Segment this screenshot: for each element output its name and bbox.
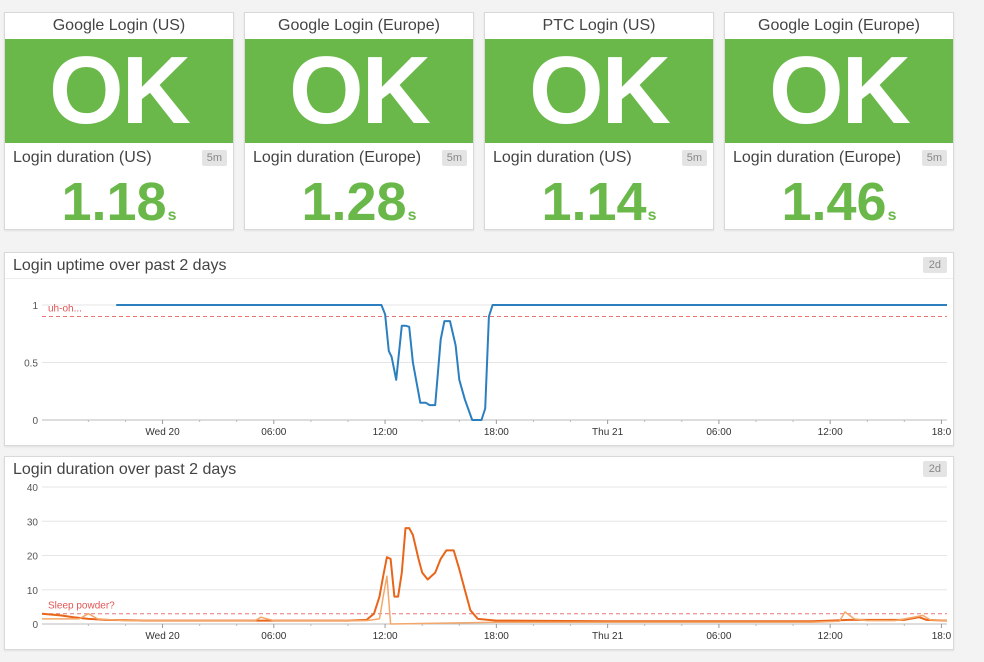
y-tick-label: 1	[32, 301, 38, 312]
y-tick-label: 0.5	[24, 359, 38, 370]
duration-unit: s	[887, 207, 897, 224]
y-tick-label: 20	[27, 552, 39, 563]
status-tile[interactable]: Google Login (Europe) OK Login duration …	[244, 12, 474, 233]
duration-unit: s	[407, 207, 417, 224]
x-tick-label: 06:00	[706, 631, 731, 642]
duration-graph-panel[interactable]: Login duration over past 2 days 2d 0 10 20…	[4, 456, 954, 650]
y-tick-label: 10	[27, 586, 39, 597]
x-tick-label: 18:0	[932, 427, 952, 438]
status-ok: OK	[485, 39, 713, 143]
duration-number: 1.14	[541, 172, 647, 232]
uptime-graph-panel[interactable]: Login uptime over past 2 days 2d 0 0.5 1 We…	[4, 252, 954, 446]
series-line-duration-1	[41, 527, 948, 623]
duration-number: 1.18	[61, 172, 167, 232]
series-line-uptime	[116, 304, 947, 421]
x-tick-label: Thu 21	[592, 631, 624, 642]
graph-divider	[5, 278, 953, 279]
timeframe-badge: 5m	[441, 150, 467, 166]
x-tick-label: 18:0	[932, 631, 952, 642]
x-tick-label: Thu 21	[592, 427, 624, 438]
tile-title: Google Login (Europe)	[758, 17, 920, 34]
marker-label: Sleep powder?	[48, 601, 115, 612]
x-tick-label: 06:00	[706, 427, 731, 438]
duration-unit: s	[167, 207, 177, 224]
graph-title: Login uptime over past 2 days	[13, 257, 227, 274]
status-ok: OK	[245, 39, 473, 143]
timeframe-badge[interactable]: 2d	[922, 461, 947, 477]
x-tick-label: 06:00	[261, 631, 286, 642]
duration-title: Login duration (Europe)	[733, 149, 902, 166]
duration-chart[interactable]: 0 10 20 30 40 Wed 20 06:00 12:00 18:00 Thu 21 06:0…	[5, 457, 955, 651]
status-tile[interactable]: Google Login (Europe) OK Login duration …	[724, 12, 954, 233]
x-tick-label: Wed 20	[145, 427, 180, 438]
duration-value: 1.14s	[485, 171, 713, 233]
y-tick-label: 0	[32, 620, 38, 631]
duration-title: Login duration (Europe)	[253, 149, 422, 166]
duration-number: 1.28	[301, 172, 407, 232]
uptime-chart[interactable]: 0 0.5 1 Wed 20 06:00 12:00 18:00 Thu 21 06:00 12:…	[5, 253, 955, 447]
status-tile[interactable]: Google Login (US) OK Login duration (US)…	[4, 12, 234, 233]
series-line-duration-2	[42, 575, 948, 625]
status-ok: OK	[5, 39, 233, 143]
duration-title: Login duration (US)	[493, 149, 632, 166]
duration-value: 1.28s	[245, 171, 473, 233]
timeframe-badge[interactable]: 2d	[922, 257, 947, 273]
tile-title: PTC Login (US)	[542, 17, 656, 34]
status-ok: OK	[725, 39, 953, 143]
duration-number: 1.46	[781, 172, 887, 232]
x-tick-label: 12:00	[818, 427, 843, 438]
x-tick-label: 12:00	[818, 631, 843, 642]
y-tick-label: 30	[27, 517, 39, 528]
x-tick-label: 06:00	[261, 427, 286, 438]
timeframe-badge: 5m	[201, 150, 227, 166]
duration-title: Login duration (US)	[13, 149, 152, 166]
x-tick-label: 18:00	[484, 631, 509, 642]
timeframe-badge: 5m	[921, 150, 947, 166]
x-tick-label: 12:00	[373, 427, 398, 438]
tile-title: Google Login (US)	[52, 17, 186, 34]
x-tick-label: 18:00	[484, 427, 509, 438]
duration-value: 1.46s	[725, 171, 953, 233]
x-tick-label: Wed 20	[145, 631, 180, 642]
x-tick-label: 12:00	[373, 631, 398, 642]
timeframe-badge: 5m	[681, 150, 707, 166]
tile-title: Google Login (Europe)	[278, 17, 440, 34]
graph-title: Login duration over past 2 days	[13, 461, 237, 478]
y-tick-label: 0	[32, 416, 38, 427]
marker-label: uh-oh...	[48, 304, 82, 315]
status-tile[interactable]: PTC Login (US) OK Login duration (US) 5m…	[484, 12, 714, 233]
duration-value: 1.18s	[5, 171, 233, 233]
duration-unit: s	[647, 207, 657, 224]
y-tick-label: 40	[27, 483, 39, 494]
